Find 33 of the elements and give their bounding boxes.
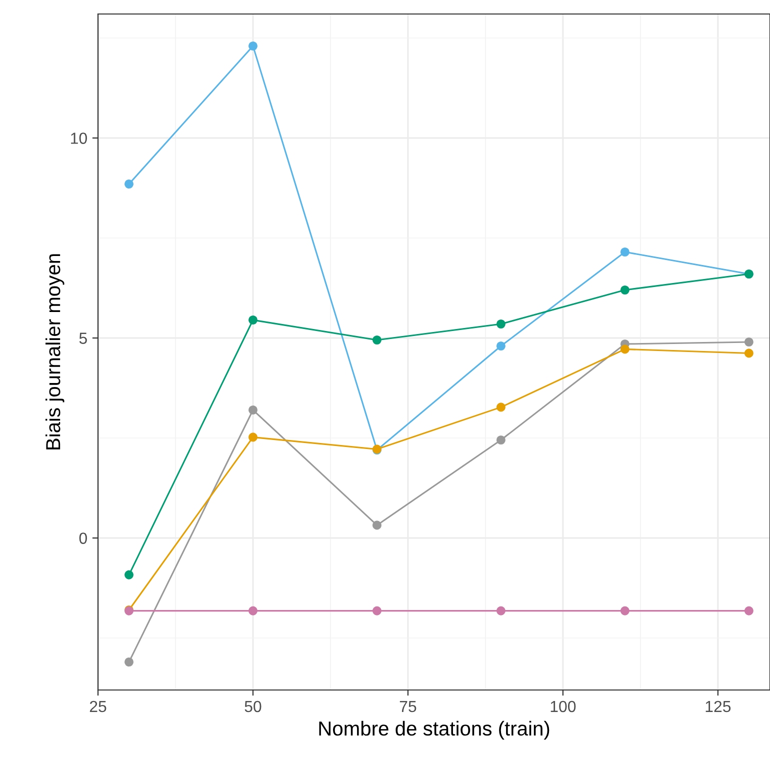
point (372, 335, 382, 345)
point (744, 337, 754, 347)
point (248, 606, 258, 616)
point (620, 606, 630, 616)
point (248, 432, 258, 442)
point (496, 319, 506, 329)
point (124, 570, 134, 580)
point (372, 520, 382, 530)
point (496, 606, 506, 616)
x-tick-label: 75 (400, 701, 416, 712)
x-tick-label: 25 (90, 700, 106, 712)
point (124, 179, 134, 189)
x-axis-title: Nombre de stations (train) (319, 720, 550, 740)
y-axis-title: Biais journalier moyen (45, 254, 64, 450)
y-tick-label: 0 (79, 532, 87, 544)
point (372, 606, 382, 616)
point (744, 348, 754, 358)
point (620, 285, 630, 295)
point (496, 435, 506, 445)
point (744, 606, 754, 616)
y-tick-label: 10 (71, 132, 87, 144)
point (248, 315, 258, 325)
point (496, 402, 506, 412)
point (620, 344, 630, 354)
point (124, 657, 134, 667)
point (248, 405, 258, 415)
y-tick-label: 5 (79, 332, 87, 344)
point (620, 247, 630, 257)
point (496, 341, 506, 351)
x-tick-label: 50 (244, 700, 262, 712)
x-tick-label: 125 (706, 700, 731, 712)
x-tick-label: 100 (550, 700, 576, 712)
point (248, 41, 258, 51)
